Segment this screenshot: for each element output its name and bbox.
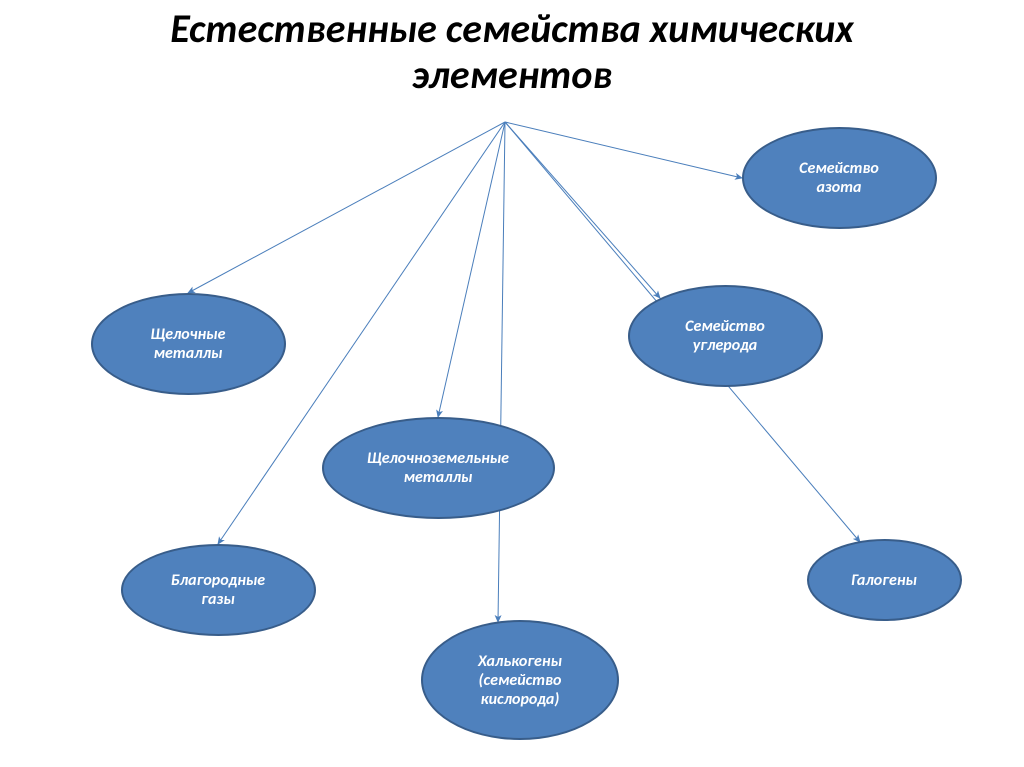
- node-nitrogen: Семействоазота: [742, 127, 937, 229]
- edge-to-nitrogen: [505, 122, 742, 178]
- node-label: Семействоуглерода: [685, 317, 765, 355]
- node-label: Щелочноземельныеметаллы: [367, 449, 509, 487]
- node-chalcogens: Халькогены(семействокислорода): [421, 620, 619, 740]
- node-label: Халькогены(семействокислорода): [478, 652, 562, 709]
- node-halogens: Галогены: [807, 539, 962, 621]
- title-line-1: Естественные семейства химических: [170, 4, 853, 53]
- node-label: Галогены: [851, 571, 917, 590]
- node-alkali: Щелочныеметаллы: [91, 293, 286, 395]
- edge-to-chalcogens: [498, 122, 505, 622]
- node-alk_earth: Щелочноземельныеметаллы: [322, 417, 555, 519]
- edge-to-carbon: [505, 122, 660, 298]
- node-label: Щелочныеметаллы: [151, 325, 226, 363]
- edge-to-alkali: [188, 122, 505, 293]
- node-noble: Благородныегазы: [121, 544, 316, 636]
- edge-to-alk_earth: [438, 122, 505, 417]
- title-line-2: элементов: [412, 50, 613, 99]
- node-carbon: Семействоуглерода: [628, 285, 823, 387]
- node-label: Благородныегазы: [171, 571, 265, 609]
- node-label: Семействоазота: [799, 159, 879, 197]
- diagram-title: Естественные семейства химических элемен…: [0, 6, 1024, 98]
